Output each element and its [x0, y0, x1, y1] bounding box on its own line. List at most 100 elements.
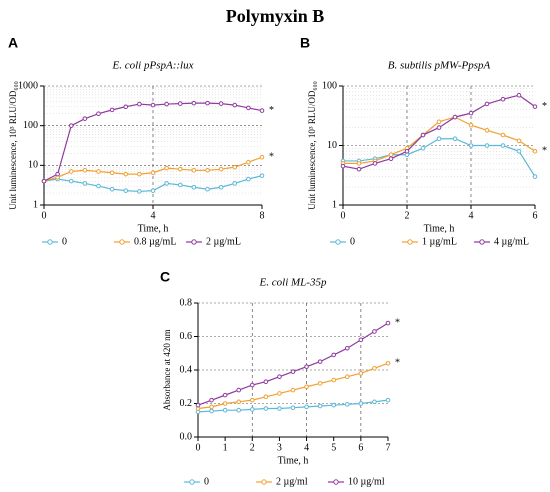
data-point: [340, 163, 346, 169]
data-point: [532, 148, 538, 154]
x-tick-label: 3: [277, 442, 282, 453]
panel-letter: B: [300, 35, 310, 51]
data-point: [82, 116, 88, 121]
data-point: [452, 114, 458, 120]
legend-label: 0: [62, 236, 67, 247]
data-point: [246, 176, 251, 182]
y-tick-label: 10: [28, 160, 38, 171]
data-point: [209, 408, 214, 414]
data-point: [109, 170, 115, 176]
data-point: [218, 166, 224, 172]
x-tick-label: 1: [223, 442, 228, 453]
data-point: [205, 167, 210, 173]
data-point: [277, 374, 282, 380]
data-point: [356, 161, 362, 166]
data-point: [468, 143, 474, 148]
legend-marker: [189, 479, 195, 485]
legend-marker: [479, 239, 485, 245]
data-point: [263, 406, 269, 411]
data-point: [468, 110, 474, 116]
y-tick-label: 1000: [18, 80, 38, 91]
data-point: [191, 100, 197, 106]
data-point: [358, 401, 364, 406]
legend-marker: [47, 239, 53, 245]
data-point: [436, 125, 442, 130]
data-point: [304, 364, 309, 369]
x-tick-label: 2: [250, 442, 255, 453]
data-point: [532, 104, 538, 109]
x-axis-label: Time, h: [424, 223, 455, 234]
significance: *: [269, 152, 274, 163]
data-point: [232, 164, 238, 170]
legend-label: 2 µg/mL: [206, 236, 241, 247]
data-point: [385, 361, 391, 366]
x-tick-label: 6: [533, 210, 538, 221]
data-point: [249, 382, 255, 388]
y-tick-label: 0.8: [180, 297, 193, 308]
x-tick-label: 4: [469, 210, 474, 221]
data-point: [164, 165, 169, 171]
legend-label: 0: [204, 476, 209, 487]
data-point: [249, 397, 255, 403]
y-tick-label: 0.0: [180, 431, 193, 442]
y-tick-label: 0.6: [180, 331, 193, 342]
x-tick-label: 4: [304, 442, 309, 453]
data-point: [164, 181, 169, 186]
y-tick-label: 0.2: [180, 398, 193, 409]
significance: *: [395, 358, 400, 369]
legend-marker: [407, 239, 413, 245]
legend-label: 4 µg/mL: [494, 236, 529, 247]
y-tick-label: 1: [33, 199, 38, 210]
significance: *: [269, 105, 274, 116]
data-point: [164, 101, 169, 107]
data-point: [388, 156, 394, 161]
data-point: [385, 397, 391, 403]
data-point: [331, 377, 337, 383]
data-point: [532, 174, 538, 179]
data-point: [317, 381, 323, 386]
figure-title: Polymyxin B: [226, 6, 325, 26]
data-point: [191, 167, 197, 173]
data-point: [372, 161, 378, 166]
data-point: [82, 167, 88, 173]
x-tick-label: 0: [341, 210, 346, 221]
data-point: [420, 132, 426, 138]
data-point: [317, 403, 323, 409]
data-point: [388, 152, 394, 158]
data-point: [218, 101, 224, 106]
legend-marker: [191, 239, 197, 245]
data-point: [137, 189, 142, 194]
data-point: [150, 170, 156, 176]
data-point: [96, 169, 101, 174]
y-axis-label: Unit luminescence, 10³ RLU/OD₆₀₀: [307, 81, 317, 210]
data-point: [259, 154, 265, 160]
data-point: [344, 345, 350, 351]
data-point: [436, 136, 442, 142]
data-point: [516, 148, 522, 154]
data-point: [205, 186, 210, 192]
y-axis-label: Unit luminescence, 10³ RLU/OD₆₀₀: [8, 81, 18, 210]
data-point: [96, 111, 101, 117]
data-point: [516, 92, 522, 98]
data-point: [516, 138, 522, 144]
x-tick-label: 6: [358, 442, 363, 453]
data-point: [209, 397, 214, 403]
data-point: [404, 148, 410, 154]
data-point: [331, 352, 337, 358]
x-axis-label: Time, h: [278, 455, 309, 466]
data-point: [259, 173, 265, 178]
data-point: [246, 159, 251, 165]
data-point: [358, 371, 364, 376]
x-tick-label: 2: [405, 210, 410, 221]
data-point: [232, 102, 238, 108]
data-point: [277, 406, 282, 411]
x-tick-label: 8: [260, 210, 265, 221]
data-point: [385, 320, 391, 326]
data-point: [222, 407, 228, 413]
y-tick-label: 100: [23, 120, 38, 131]
series-line: [342, 94, 536, 170]
data-point: [137, 101, 142, 107]
data-point: [236, 407, 242, 413]
data-point: [209, 404, 214, 410]
